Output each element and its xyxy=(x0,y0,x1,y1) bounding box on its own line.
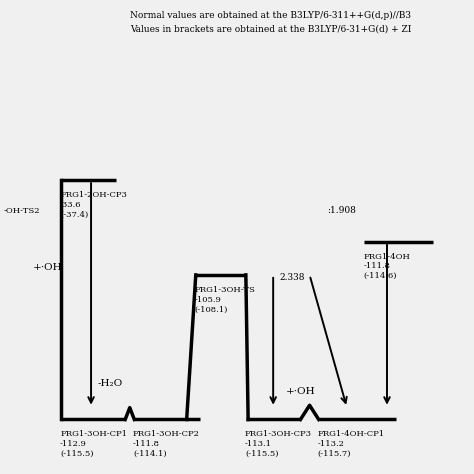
Text: ‑OH-TS2: ‑OH-TS2 xyxy=(3,207,40,215)
Text: Values in brackets are obtained at the B3LYP/6-31+G(d) + ZI: Values in brackets are obtained at the B… xyxy=(130,25,411,34)
Text: FRG1-3OH-TS
-105.9
(-108.1): FRG1-3OH-TS -105.9 (-108.1) xyxy=(195,286,256,313)
Text: -H₂O: -H₂O xyxy=(98,380,123,388)
Text: 2.338: 2.338 xyxy=(279,273,305,282)
Text: :1.908: :1.908 xyxy=(327,207,356,215)
Text: FRG1-3OH-CP3
-113.1
(-115.5): FRG1-3OH-CP3 -113.1 (-115.5) xyxy=(245,430,312,458)
Text: FRG1-4OH
-111.8
(-114.6): FRG1-4OH -111.8 (-114.6) xyxy=(363,253,410,280)
Text: FRG1-3OH-CP2
-111.8
(-114.1): FRG1-3OH-CP2 -111.8 (-114.1) xyxy=(133,430,200,458)
Text: Normal values are obtained at the B3LYP/6-311++G(d,p)//B3: Normal values are obtained at the B3LYP/… xyxy=(130,10,411,19)
Text: FRG1-2OH-CP3
-33.6
(-37.4): FRG1-2OH-CP3 -33.6 (-37.4) xyxy=(60,191,127,219)
Text: FRG1-3OH-CP1
-112.9
(-115.5): FRG1-3OH-CP1 -112.9 (-115.5) xyxy=(60,430,127,458)
Text: +·OH: +·OH xyxy=(286,387,316,395)
Text: FRG1-4OH-CP1
-113.2
(-115.7): FRG1-4OH-CP1 -113.2 (-115.7) xyxy=(318,430,385,458)
Text: +·OH: +·OH xyxy=(33,264,63,272)
